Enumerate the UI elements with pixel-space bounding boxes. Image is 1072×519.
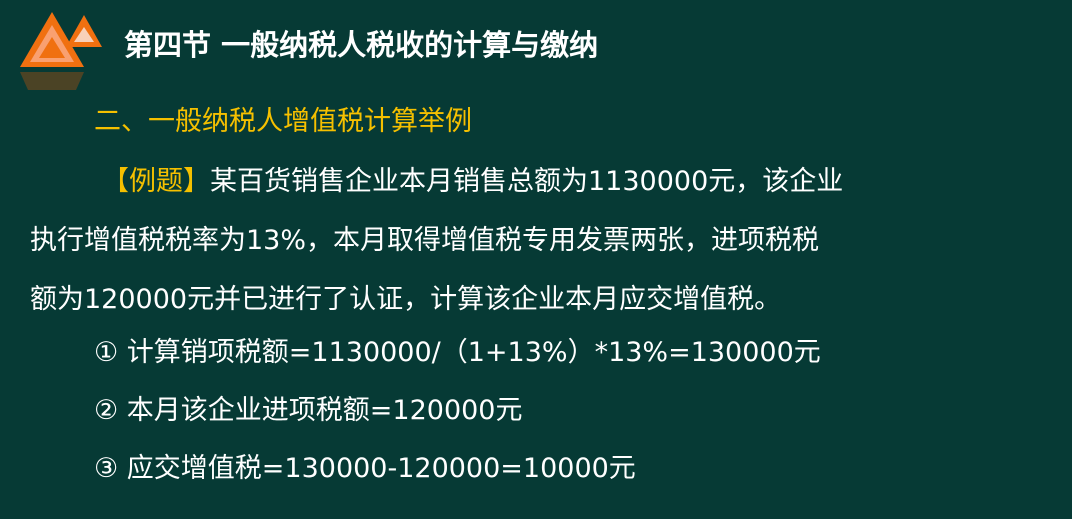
example-line-3: 额为120000元并已进行了认证，计算该企业本月应交增值税。 <box>30 284 782 315</box>
step-2: ② 本月该企业进项税额=120000元 <box>94 395 523 426</box>
example-paragraph: 【例题】某百货销售企业本月销售总额为1130000元，该企业 执行增值税税率为1… <box>30 152 1030 329</box>
slide-title: 第四节 一般纳税人税收的计算与缴纳 <box>124 28 599 62</box>
orange-triangles-icon <box>20 12 102 90</box>
slide-subtitle: 二、一般纳税人增值税计算举例 <box>94 106 472 137</box>
step-1: ① 计算销项税额=1130000/（1+13%）*13%=130000元 <box>94 337 821 368</box>
example-line-2: 执行增值税税率为13%，本月取得增值税专用发票两张，进项税税 <box>30 225 820 256</box>
example-label: 【例题】 <box>102 166 210 197</box>
step-3: ③ 应交增值税=130000-120000=10000元 <box>94 453 636 484</box>
example-line-1: 某百货销售企业本月销售总额为1130000元，该企业 <box>210 166 844 197</box>
